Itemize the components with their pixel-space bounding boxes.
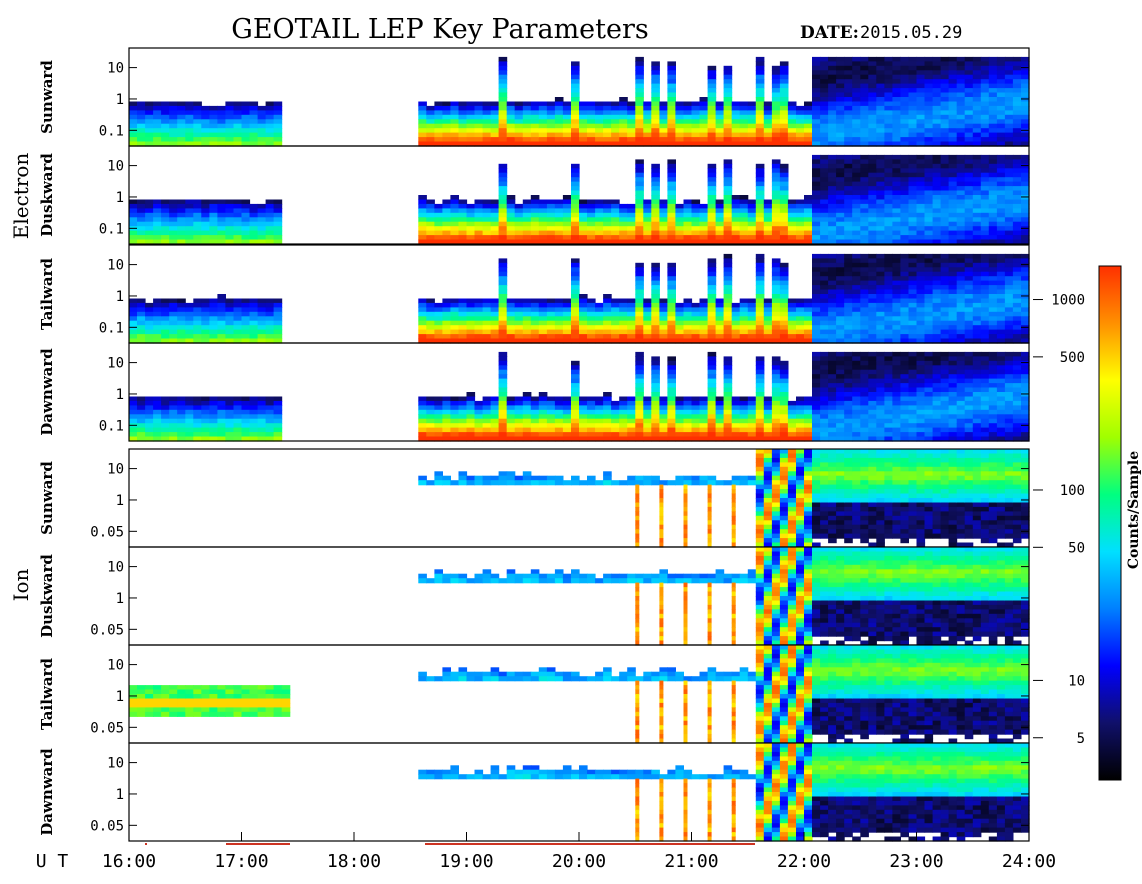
panel-direction-label: Dawnward [38, 748, 56, 836]
panel-direction-label: Dawnward [38, 348, 56, 436]
x-axis-label: U T [36, 851, 69, 872]
panel-electron-sunward: 10 1 0.1 Sunward [38, 48, 1030, 147]
y-tick-label: 1 [116, 190, 124, 206]
x-tick-label: 22:00 [777, 851, 831, 872]
panel-ion-duskward: 10 1 0.05 Duskward [38, 547, 1030, 646]
panel-electron-tailward: 10 1 0.1 Tailward [38, 245, 1030, 344]
y-tick-label: 10 [107, 159, 124, 175]
y-tick-label: 10 [107, 258, 124, 274]
panel-ion-dawnward: 10 1 0.05 Dawnward [38, 743, 1030, 842]
y-tick-label: 1 [116, 689, 124, 705]
panel-ion-sunward: 10 1 0.05 Sunward [38, 449, 1030, 548]
y-tick-label: 0.05 [90, 818, 124, 834]
y-tick-label: 0.1 [99, 320, 124, 336]
colorbar-tick-label: 500 [1060, 350, 1085, 366]
x-tick-label: 24:00 [1002, 851, 1056, 872]
colorbar-tick-label: 5 [1077, 731, 1085, 747]
panel-ion-tailward: 10 1 0.05 Tailward [38, 645, 1030, 744]
y-tick-label: 1 [116, 493, 124, 509]
colorbar-gradient [1099, 266, 1121, 780]
colorbar-tick-label: 100 [1060, 483, 1085, 499]
y-tick-label: 1 [116, 92, 124, 108]
panel-direction-label: Duskward [38, 153, 56, 237]
panel-direction-label: Sunward [38, 60, 56, 134]
y-tick-label: 0.1 [99, 418, 124, 434]
x-axis: U T 16:00 17:00 18:00 19:00 20:00 21:00 22:00 23… [36, 832, 1056, 872]
x-tick-label: 21:00 [664, 851, 718, 872]
y-tick-label: 1 [116, 787, 124, 803]
y-tick-label: 0.05 [90, 524, 124, 540]
panel-direction-label: Tailward [38, 258, 56, 330]
colorbar: 1000 500 100 50 10 5 Counts/Sample [1033, 266, 1142, 780]
y-tick-label: 10 [107, 560, 124, 576]
y-tick-label: 0.05 [90, 622, 124, 638]
x-tick-label: 16:00 [102, 851, 156, 872]
y-tick-label: 0.1 [99, 221, 124, 237]
y-tick-label: 1 [116, 387, 124, 403]
colorbar-tick-label: 1000 [1051, 293, 1085, 309]
group-label: Ion [9, 568, 33, 601]
x-tick-label: 20:00 [552, 851, 606, 872]
x-tick-label: 19:00 [439, 851, 493, 872]
date-value: 2015.05.29 [860, 23, 962, 43]
colorbar-tick-label: 10 [1068, 673, 1085, 689]
colorbar-label: Counts/Sample [1126, 451, 1142, 569]
y-tick-label: 10 [107, 658, 124, 674]
panel-electron-dawnward: 10 1 0.1 Dawnward [38, 343, 1030, 442]
panels: 10 1 0.1 Sunward 10 1 0.1 Duskward 10 1 0.1 Tailwar… [9, 48, 1030, 842]
y-tick-label: 0.05 [90, 720, 124, 736]
colorbar-tick-label: 50 [1068, 540, 1085, 556]
y-tick-label: 1 [116, 289, 124, 305]
x-tick-label: 18:00 [327, 851, 381, 872]
x-tick-label: 23:00 [889, 851, 943, 872]
panel-direction-label: Duskward [38, 554, 56, 638]
panel-direction-label: Tailward [38, 658, 56, 730]
panel-direction-label: Sunward [38, 461, 56, 535]
panel-electron-duskward: 10 1 0.1 Duskward [38, 146, 1030, 245]
y-tick-label: 10 [107, 756, 124, 772]
date-label: DATE: [800, 23, 859, 43]
chart-title: GEOTAIL LEP Key Parameters [231, 14, 649, 45]
y-tick-label: 10 [107, 61, 124, 77]
y-tick-label: 0.1 [99, 123, 124, 139]
x-tick-label: 17:00 [214, 851, 268, 872]
y-tick-label: 10 [107, 462, 124, 478]
y-tick-label: 10 [107, 356, 124, 372]
y-tick-label: 1 [116, 591, 124, 607]
group-label: Electron [9, 153, 33, 240]
